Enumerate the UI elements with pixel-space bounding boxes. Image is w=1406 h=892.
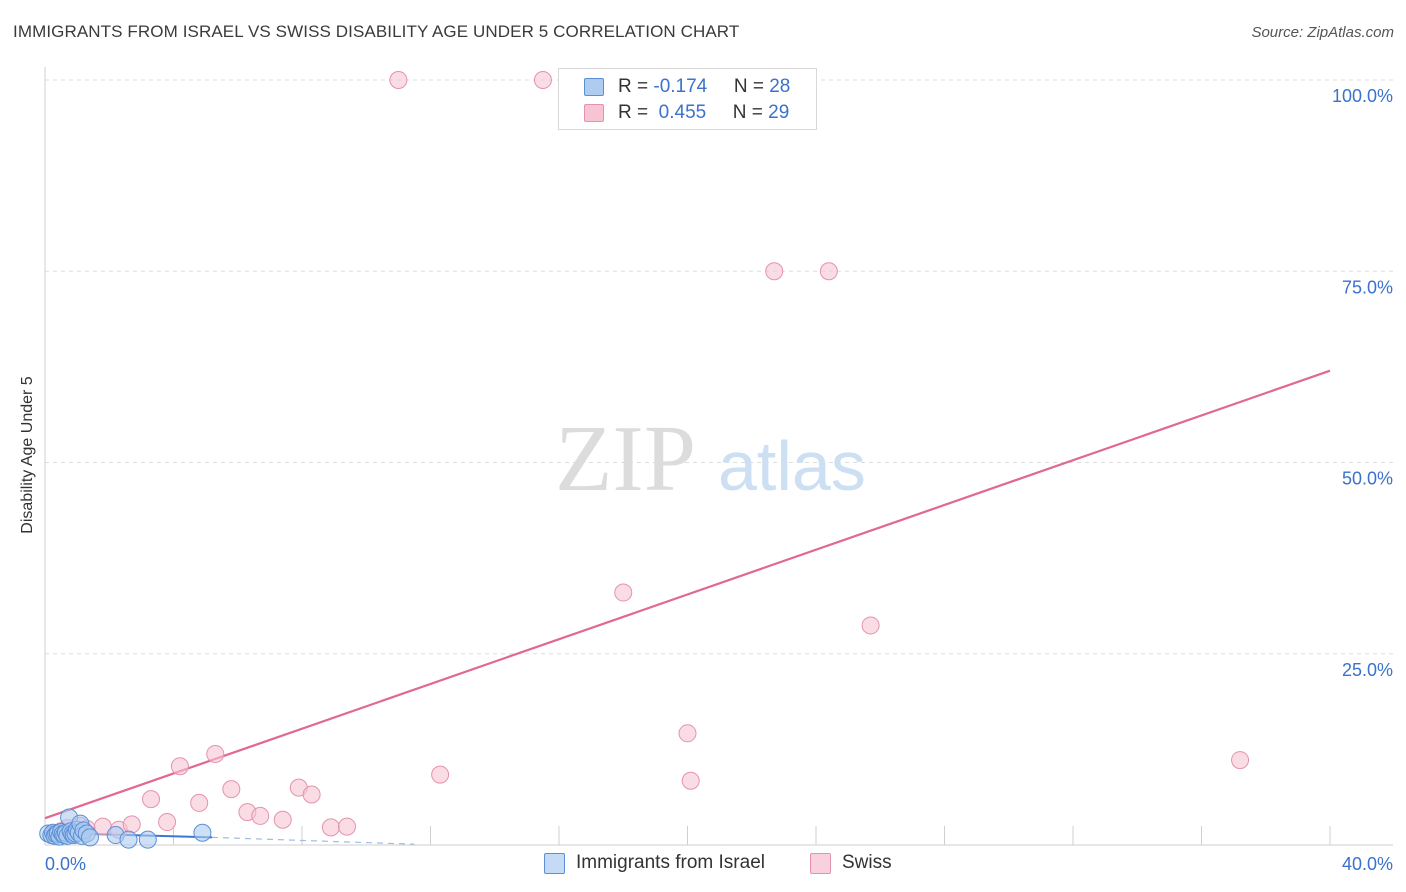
swiss-point [122,815,141,834]
israel-point [119,830,138,849]
swiss-point [861,616,880,635]
swiss-point [302,785,321,804]
swiss-point [678,724,697,743]
legend-swatch-israel [584,78,604,96]
bottom-legend-swatch-swiss [810,853,831,874]
axes [44,67,1393,846]
legend-swatch-swiss [584,104,604,122]
y-axis-label: Disability Age Under 5 [19,376,36,534]
swiss-point [142,790,161,809]
y-tick-label: 75.0% [1342,277,1393,297]
israel-point [193,823,212,842]
watermark-atlas: atlas [718,427,866,505]
swiss-point [533,71,552,89]
x-tick-label: 0.0% [45,854,86,874]
swiss-point [273,810,292,829]
tick-labels: 25.0% 50.0% 75.0% 100.0% 0.0% 40.0% [45,86,1393,874]
swiss-point [170,757,189,776]
swiss-point [321,818,340,837]
swiss-point [389,71,408,89]
legend-n-value: 28 [769,76,791,97]
israel-point [80,828,99,847]
chart-title: IMMIGRANTS FROM ISRAEL VS SWISS DISABILI… [13,22,740,41]
watermark-zip: ZIP [555,407,696,511]
y-tick-label: 25.0% [1342,660,1393,680]
legend-n-label: N = [733,76,770,97]
swiss-point [190,793,209,812]
swiss-point [681,771,700,790]
legend-r-value: 0.455 [653,102,707,123]
legend-n-label: N = [732,102,769,123]
swiss-point [614,583,633,602]
legend-r-label: R = [618,76,654,97]
data-points [39,71,1250,849]
swiss-point [158,813,177,832]
y-tick-label: 100.0% [1332,86,1393,106]
israel-point [138,830,157,849]
y-tick-label: 50.0% [1342,469,1393,489]
bottom-legend-label-swiss: Swiss [842,852,892,873]
israel-trendline-extension [212,836,415,845]
swiss-point [765,262,784,281]
swiss-point [1231,751,1250,770]
legend-r-label: R = [618,102,654,123]
bottom-legend-label-israel: Immigrants from Israel [576,852,765,873]
grid-lines [45,79,1393,655]
x-tick-label: 40.0% [1342,854,1393,874]
bottom-legend-swatch-israel [544,853,565,874]
swiss-point [337,817,356,836]
legend-n-value: 29 [768,102,790,123]
swiss-point [222,780,241,799]
legend-r-value: -0.174 [653,76,708,97]
swiss-trendline [44,369,1331,820]
zipatlas-watermark: ZIP atlas [555,407,866,511]
swiss-point [251,806,270,825]
source-credit: Source: ZipAtlas.com [1251,24,1394,41]
swiss-point [431,765,450,784]
correlation-legend: R = -0.174 N = 28 R = 0.455 N = 29 [558,68,817,130]
swiss-point [206,744,225,763]
swiss-point [819,262,838,281]
